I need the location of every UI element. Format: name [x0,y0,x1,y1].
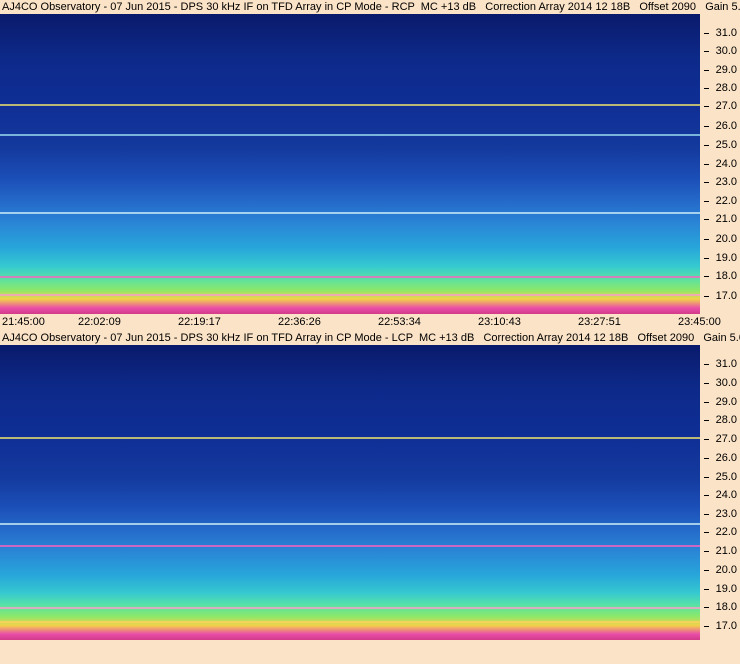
y-tick-label: 20.0 [703,233,737,245]
y-tick-label: 24.0 [703,158,737,170]
x-tick-label: 23:10:43 [478,316,521,328]
interference-band [0,294,700,296]
y-tick-label: 23.0 [703,508,737,520]
interference-band [0,276,700,278]
y-tick-label: 22.0 [703,195,737,207]
interference-band [0,607,700,609]
panel-1-header: AJ4CO Observatory - 07 Jun 2015 - DPS 30… [0,0,740,14]
y-tick-label: 18.0 [703,270,737,282]
y-tick-label: 19.0 [703,583,737,595]
y-tick-label: 25.0 [703,139,737,151]
panel-2-header: AJ4CO Observatory - 07 Jun 2015 - DPS 30… [0,331,740,345]
y-tick-label: 23.0 [703,176,737,188]
x-tick-label: 22:19:17 [178,316,221,328]
interference-band [0,212,700,214]
y-tick-label: 17.0 [703,620,737,632]
interference-band [0,104,700,106]
x-tick-label: 23:27:51 [578,316,621,328]
y-tick-label: 25.0 [703,471,737,483]
panel-1-spectrogram [0,14,700,314]
x-tick-label: 22:02:09 [78,316,121,328]
y-tick-label: 20.0 [703,564,737,576]
time-axis: 21:45:00 22:02:09 22:19:17 22:36:26 22:5… [0,316,740,329]
y-tick-label: 22.0 [703,526,737,538]
y-tick-label: 29.0 [703,396,737,408]
x-tick-label: 21:45:00 [2,316,45,328]
y-tick-label: 27.0 [703,433,737,445]
y-tick-label: 24.0 [703,489,737,501]
y-tick-label: 29.0 [703,64,737,76]
panel-2-spectrogram [0,345,700,640]
y-tick-label: 17.0 [703,290,737,302]
panel-2-frequency-axis: 31.0 30.0 29.0 28.0 27.0 26.0 25.0 24.0 … [700,345,740,640]
x-tick-label: 22:53:34 [378,316,421,328]
panel-1-frequency-axis: 31.0 30.0 29.0 28.0 27.0 26.0 25.0 24.0 … [700,14,740,314]
interference-band [0,437,700,439]
y-tick-label: 18.0 [703,601,737,613]
x-tick-label: 22:36:26 [278,316,321,328]
y-tick-label: 21.0 [703,545,737,557]
y-tick-label: 28.0 [703,414,737,426]
x-tick-label: 23:45:00 [678,316,721,328]
y-tick-label: 19.0 [703,252,737,264]
y-tick-label: 28.0 [703,82,737,94]
y-tick-label: 21.0 [703,213,737,225]
y-tick-label: 26.0 [703,452,737,464]
interference-band [0,134,700,136]
y-tick-label: 30.0 [703,377,737,389]
y-tick-label: 31.0 [703,27,737,39]
interference-band [0,545,700,547]
y-tick-label: 30.0 [703,45,737,57]
y-tick-label: 27.0 [703,100,737,112]
interference-band [0,523,700,525]
interference-band [0,621,700,623]
y-tick-label: 26.0 [703,120,737,132]
footer-strip [0,640,740,664]
y-tick-label: 31.0 [703,358,737,370]
